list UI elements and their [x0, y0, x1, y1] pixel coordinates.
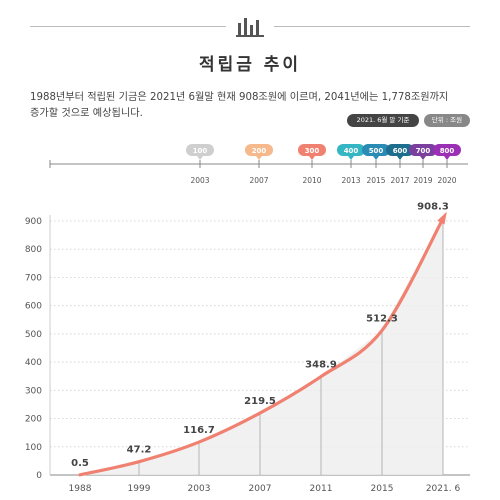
milestone-pill — [409, 144, 437, 156]
data-label: 47.2 — [127, 445, 152, 456]
y-tick-label: 600 — [25, 302, 42, 312]
data-label: 219.5 — [244, 396, 276, 407]
data-label: 348.9 — [305, 360, 337, 371]
milestone-timeline: 100 2003 200 2007 300 2010 400 2013 500 2015 600 20… — [49, 144, 468, 185]
description-line-1: 1988년부터 적립된 기금은 2021년 6월말 현재 908조원에 이르며,… — [30, 92, 449, 103]
x-tick-label: 2007 — [249, 484, 272, 494]
fund-line-chart: 0 100 200 300 400 500 600 700 800 900 0.5 47.2 116.7… — [25, 202, 470, 494]
title-rule-left — [30, 26, 226, 27]
x-tick-label: 2021. 6 — [426, 484, 461, 494]
milestone-year: 2010 — [302, 176, 321, 185]
milestone-year: 2007 — [249, 176, 268, 185]
milestone-pointer — [397, 156, 403, 160]
y-tick-label: 200 — [25, 415, 42, 425]
milestone-pill — [298, 144, 326, 156]
unit-badge: 단위 : 조원 — [424, 114, 470, 127]
milestone-pointer — [373, 156, 379, 160]
milestone-label: 200 — [252, 147, 267, 155]
page-title: 적립금 추이 — [198, 55, 302, 75]
milestone-pill — [245, 144, 273, 156]
milestone-pointer — [197, 156, 203, 160]
milestone-year: 2020 — [437, 176, 456, 185]
milestone-label: 400 — [344, 147, 359, 155]
y-tick-label: 700 — [25, 273, 42, 283]
y-tick-label: 900 — [25, 217, 42, 227]
milestone-pointer — [348, 156, 354, 160]
description: 1988년부터 적립된 기금은 2021년 6월말 현재 908조원에 이르며,… — [30, 90, 480, 122]
milestone-label: 700 — [416, 147, 431, 155]
milestone-pointer — [420, 156, 426, 160]
data-label: 512.3 — [366, 313, 398, 324]
milestone-pointer — [444, 156, 450, 160]
series-arrow-head — [437, 211, 447, 225]
series-line — [78, 217, 445, 477]
data-label: 908.3 — [417, 202, 449, 213]
milestone-pill — [433, 144, 461, 156]
milestone-pointer — [256, 156, 262, 160]
milestone-label: 500 — [369, 147, 384, 155]
milestone-pill — [362, 144, 390, 156]
title-rule-right — [274, 26, 470, 27]
basis-badge: 2021. 6월 말 기준 — [347, 114, 419, 127]
milestone-year: 2019 — [413, 176, 432, 185]
y-tick-label: 0 — [36, 471, 42, 481]
y-tick-label: 800 — [25, 245, 42, 255]
milestone-year: 2017 — [390, 176, 409, 185]
milestone-pointer — [309, 156, 315, 160]
area-fill — [80, 218, 443, 475]
y-tick-label: 300 — [25, 386, 42, 396]
milestone-label: 600 — [393, 147, 408, 155]
bar-chart-icon — [236, 18, 264, 37]
y-tick-label: 100 — [25, 443, 42, 453]
x-tick-label: 1988 — [69, 484, 92, 494]
milestone-year: 2013 — [341, 176, 360, 185]
milestone-pill — [386, 144, 414, 156]
milestone-year: 2003 — [190, 176, 209, 185]
x-tick-label: 1999 — [128, 484, 151, 494]
milestone-year: 2015 — [366, 176, 385, 185]
data-label: 0.5 — [71, 458, 89, 469]
x-tick-label: 2011 — [310, 484, 333, 494]
milestone-label: 800 — [440, 147, 455, 155]
milestone-label: 300 — [305, 147, 320, 155]
x-tick-label: 2003 — [188, 484, 211, 494]
milestone-pill — [186, 144, 214, 156]
milestone-pill — [337, 144, 365, 156]
description-line-2: 증가할 것으로 예상됩니다. — [30, 108, 143, 119]
data-label: 116.7 — [183, 425, 215, 436]
y-tick-label: 500 — [25, 330, 42, 340]
y-tick-label: 400 — [25, 358, 42, 368]
milestone-label: 100 — [193, 147, 208, 155]
x-tick-label: 2015 — [371, 484, 394, 494]
